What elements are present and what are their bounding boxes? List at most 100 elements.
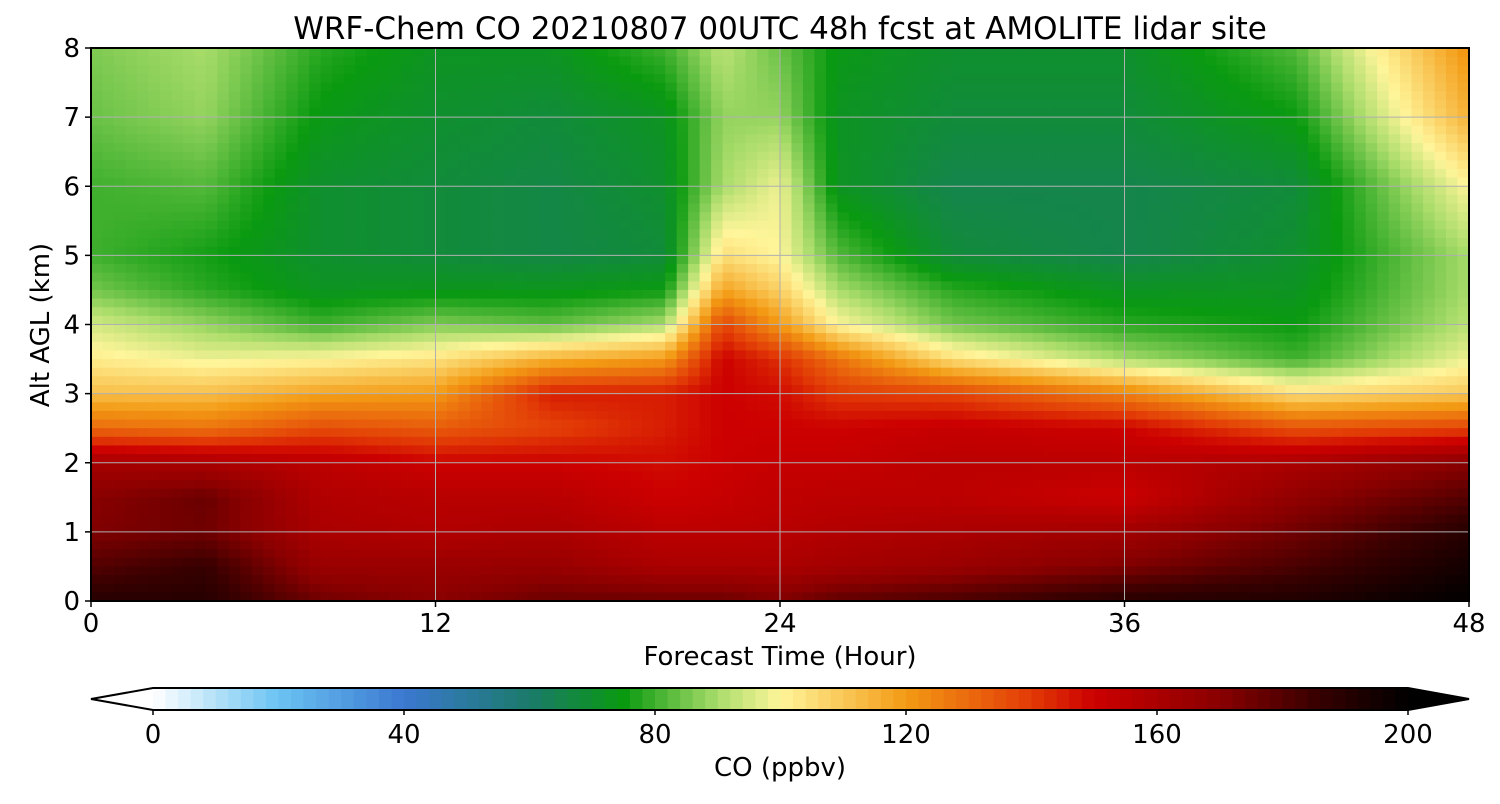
heatmap-cell: [940, 359, 953, 369]
heatmap-cell: [860, 160, 873, 170]
heatmap-cell: [1090, 194, 1103, 205]
heatmap-cell: [791, 324, 804, 334]
heatmap-cell: [1434, 281, 1447, 291]
heatmap-cell: [1204, 99, 1217, 110]
heatmap-cell: [1377, 384, 1390, 395]
heatmap-cell: [263, 203, 276, 213]
heatmap-cell: [814, 307, 827, 317]
heatmap-cell: [286, 229, 299, 239]
heatmap-cell: [1434, 298, 1447, 308]
heatmap-cell: [125, 186, 138, 196]
heatmap-cell: [1055, 220, 1068, 231]
heatmap-cell: [171, 48, 184, 58]
heatmap-cell: [1021, 117, 1034, 127]
heatmap-cell: [412, 73, 425, 84]
heatmap-cell: [217, 177, 230, 187]
heatmap-cell: [504, 229, 517, 239]
heatmap-cell: [561, 212, 574, 222]
heatmap-cell: [1423, 151, 1436, 161]
heatmap-cell: [263, 160, 276, 170]
heatmap-cell: [538, 194, 551, 205]
heatmap-cell: [217, 48, 230, 58]
heatmap-cell: [1308, 134, 1321, 144]
heatmap-cell: [1342, 229, 1355, 239]
heatmap-cell: [297, 73, 310, 84]
heatmap-cell: [630, 324, 643, 334]
heatmap-cell: [825, 402, 839, 412]
heatmap-cell: [446, 246, 460, 256]
heatmap-cell: [251, 212, 264, 222]
heatmap-cell: [492, 168, 505, 179]
heatmap-cell: [745, 341, 758, 352]
heatmap-cell: [1032, 160, 1045, 170]
heatmap-cell: [734, 143, 747, 153]
heatmap-cell: [515, 289, 528, 300]
heatmap-cell: [1411, 212, 1424, 222]
heatmap-cell: [917, 125, 930, 136]
heatmap-cell: [251, 82, 264, 92]
heatmap-cell: [1457, 324, 1469, 334]
heatmap-cell: [1170, 91, 1183, 101]
heatmap-cell: [802, 99, 816, 110]
heatmap-cell: [573, 168, 586, 179]
heatmap-cell: [825, 108, 839, 118]
heatmap-cell: [1193, 341, 1206, 352]
heatmap-cell: [975, 186, 988, 196]
heatmap-cell: [91, 220, 104, 231]
heatmap-cell: [688, 281, 701, 291]
heatmap-cell: [1227, 220, 1240, 231]
heatmap-cell: [1434, 246, 1447, 256]
heatmap-cell: [1296, 203, 1309, 213]
heatmap-cell: [952, 333, 965, 343]
heatmap-cell: [378, 281, 391, 291]
heatmap-cell: [91, 393, 104, 403]
heatmap-cell: [1457, 220, 1469, 231]
heatmap-cell: [722, 324, 735, 334]
heatmap-cell: [1113, 212, 1126, 222]
heatmap-cell: [814, 298, 827, 308]
heatmap-cell: [1319, 359, 1332, 369]
heatmap-cell: [389, 91, 402, 101]
heatmap-cell: [1170, 212, 1183, 222]
heatmap-cell: [1250, 56, 1263, 66]
heatmap-cell: [1113, 298, 1126, 308]
heatmap-cell: [1423, 376, 1436, 386]
heatmap-cell: [1342, 73, 1355, 84]
heatmap-cell: [194, 203, 207, 213]
heatmap-cell: [389, 298, 402, 308]
heatmap-cell: [1377, 315, 1390, 326]
heatmap-cell: [446, 298, 460, 308]
heatmap-cell: [630, 134, 643, 144]
heatmap-cell: [1009, 48, 1022, 58]
heatmap-cell: [1446, 341, 1459, 352]
heatmap-cell: [286, 298, 299, 308]
heatmap-cell: [975, 168, 988, 179]
heatmap-cell: [848, 376, 861, 386]
heatmap-cell: [343, 160, 356, 170]
heatmap-cell: [906, 177, 919, 187]
heatmap-cell: [1021, 212, 1034, 222]
heatmap-cell: [148, 376, 161, 386]
heatmap-cell: [722, 350, 735, 360]
heatmap-cell: [1170, 246, 1183, 256]
heatmap-cell: [596, 333, 609, 343]
heatmap-cell: [1388, 324, 1401, 334]
heatmap-cell: [458, 56, 471, 66]
heatmap-cell: [929, 117, 942, 127]
heatmap-cell: [688, 229, 701, 239]
heatmap-cell: [159, 99, 172, 110]
heatmap-cell: [802, 229, 816, 239]
heatmap-cell: [676, 307, 689, 317]
heatmap-cell: [1021, 73, 1034, 84]
heatmap-cell: [653, 359, 666, 369]
heatmap-cell: [515, 229, 528, 239]
heatmap-cell: [1308, 384, 1321, 395]
heatmap-cell: [825, 272, 839, 282]
heatmap-cell: [573, 143, 586, 153]
heatmap-cell: [424, 229, 437, 239]
heatmap-cell: [871, 117, 884, 127]
heatmap-cell: [1021, 143, 1034, 153]
heatmap-cell: [906, 82, 919, 92]
heatmap-cell: [424, 65, 437, 75]
heatmap-cell: [538, 264, 551, 274]
